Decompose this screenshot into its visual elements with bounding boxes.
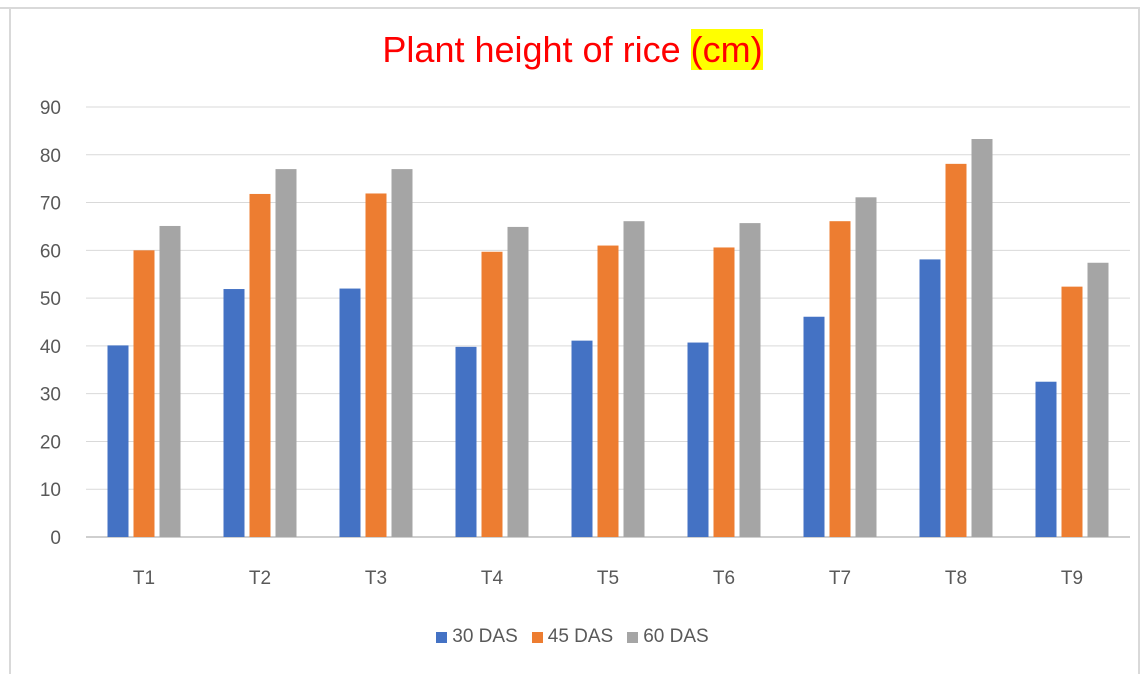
bar (1035, 381, 1057, 537)
bar (687, 342, 709, 537)
y-tick-label: 40 (40, 337, 61, 358)
y-tick-label: 30 (40, 385, 61, 406)
legend-swatch (531, 631, 543, 643)
bar (133, 250, 155, 538)
y-tick-label: 0 (50, 528, 61, 549)
frame-border-left (9, 7, 11, 674)
x-tick-label: T5 (597, 568, 619, 589)
y-tick-label: 50 (40, 289, 61, 310)
chart-title-text: Plant height of rice (382, 29, 681, 70)
legend-item: 30 DAS (436, 626, 518, 648)
bar (597, 245, 619, 538)
legend-swatch (627, 631, 639, 643)
y-tick-label: 10 (40, 480, 61, 501)
x-tick-label: T6 (713, 568, 735, 589)
bar (1061, 286, 1083, 537)
x-tick-label: T2 (249, 568, 271, 589)
legend-label: 60 DAS (643, 626, 709, 647)
bar (713, 247, 735, 537)
bar (919, 259, 941, 537)
legend: 30 DAS 45 DAS 60 DAS (0, 626, 1145, 648)
x-tick-label: T9 (1061, 568, 1083, 589)
x-tick-label: T3 (365, 568, 387, 589)
bar (107, 345, 129, 537)
bar (481, 251, 503, 537)
bar (159, 225, 181, 537)
chart-title-unit: (cm) (690, 29, 763, 70)
x-tick-label: T1 (133, 568, 155, 589)
bar (339, 288, 361, 537)
bars (107, 139, 1109, 538)
y-tick-label: 70 (40, 194, 61, 215)
x-tick-label: T7 (829, 568, 851, 589)
legend-swatch (436, 631, 448, 643)
bar (829, 221, 851, 537)
y-tick-label: 80 (40, 146, 61, 167)
y-tick-label: 90 (40, 98, 61, 119)
bar (365, 193, 387, 537)
bar (623, 221, 645, 537)
frame-border-top (0, 7, 1138, 9)
chart-title: Plant height of rice (cm) (0, 28, 1145, 72)
bar (249, 193, 271, 537)
y-axis-ticks: 0 10 20 30 40 50 60 70 80 90 (40, 98, 61, 549)
y-tick-label: 60 (40, 241, 61, 262)
bar (223, 289, 245, 537)
bar (275, 169, 297, 537)
bar (803, 316, 825, 537)
legend-item: 45 DAS (531, 626, 614, 648)
bar (739, 223, 761, 537)
frame-border-right (1138, 7, 1140, 674)
x-tick-label: T8 (945, 568, 967, 589)
y-tick-label: 20 (40, 432, 61, 453)
bar (971, 139, 993, 537)
bar (507, 226, 529, 537)
legend-label: 45 DAS (547, 626, 614, 647)
x-axis-ticks: T1 T2 T3 T4 T5 T6 T7 T8 T9 (133, 568, 1083, 589)
bar (855, 197, 877, 538)
bar (945, 163, 967, 537)
bar (455, 346, 477, 537)
bar (1087, 262, 1109, 537)
legend-label: 30 DAS (452, 626, 518, 647)
bar (571, 340, 593, 537)
x-tick-label: T4 (481, 568, 504, 589)
bar (391, 169, 413, 537)
legend-item: 60 DAS (627, 626, 709, 648)
